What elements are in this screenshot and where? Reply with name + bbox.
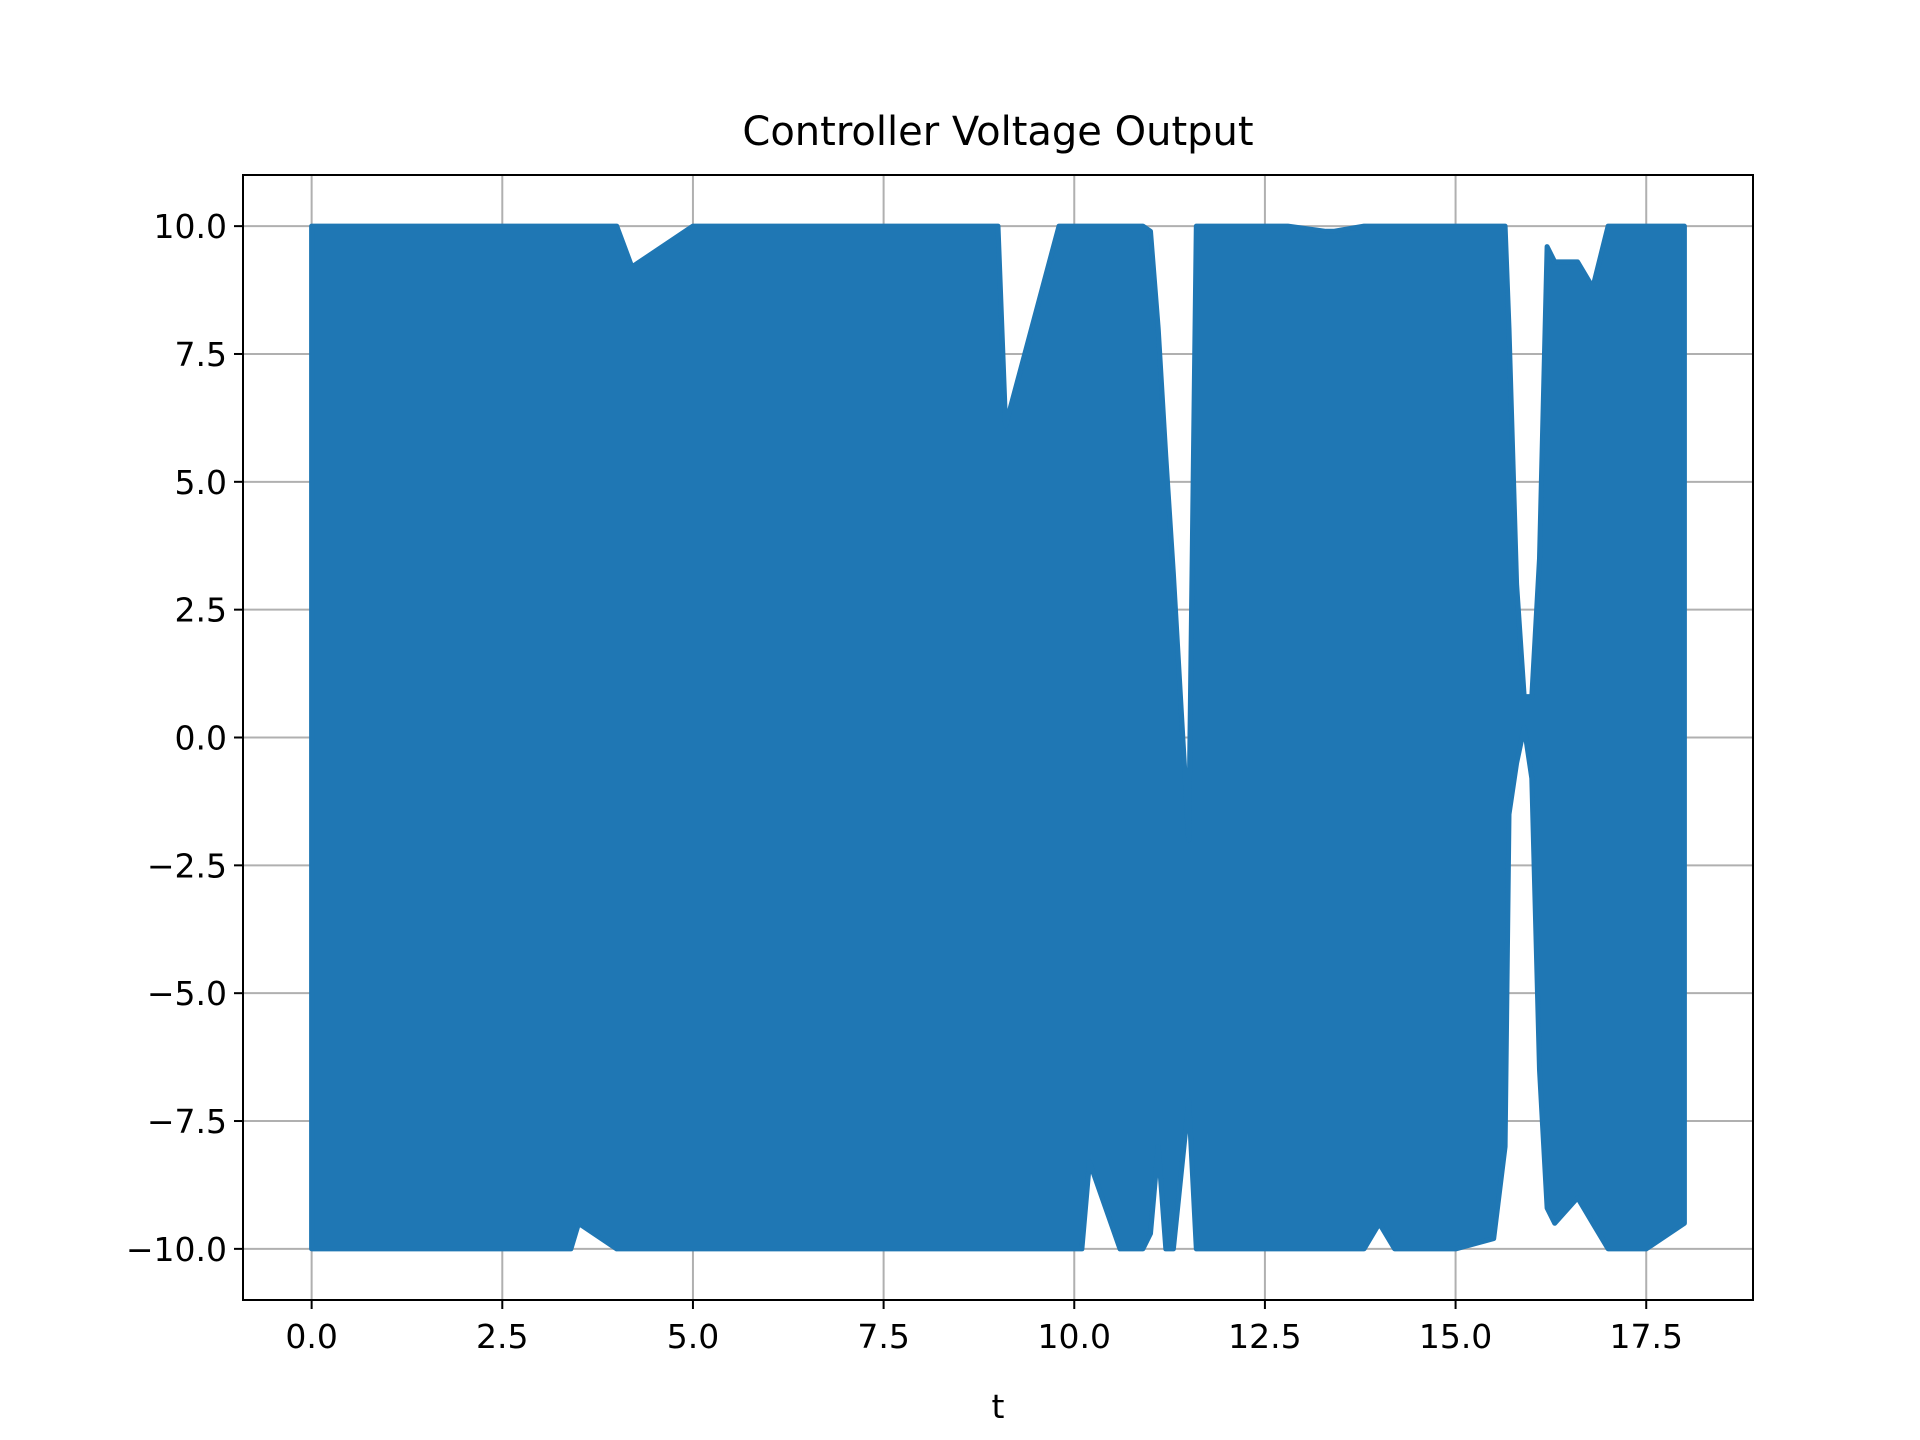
x-tick-label: 17.5 (1609, 1317, 1682, 1356)
series-envelope (309, 223, 1687, 1252)
y-tick-label: 10.0 (154, 207, 227, 246)
y-tick-label: 2.5 (175, 591, 227, 630)
y-tick-label: −2.5 (147, 846, 227, 885)
x-tick-label: 7.5 (857, 1317, 909, 1356)
y-tick-label: −7.5 (147, 1102, 227, 1141)
x-axis-ticks: 0.0 2.5 5.0 7.5 10.0 12.5 15.0 17.5 (285, 1300, 1683, 1356)
x-tick-label: 5.0 (667, 1317, 719, 1356)
y-tick-label: −5.0 (147, 974, 227, 1013)
y-tick-label: −10.0 (126, 1230, 227, 1269)
x-axis-label: t (992, 1387, 1005, 1426)
x-tick-label: 15.0 (1419, 1317, 1492, 1356)
x-tick-label: 10.0 (1038, 1317, 1111, 1356)
series-line (309, 223, 1687, 1252)
y-tick-label: 0.0 (175, 719, 227, 758)
x-tick-label: 2.5 (476, 1317, 528, 1356)
y-tick-label: 7.5 (175, 335, 227, 374)
x-tick-label: 0.0 (285, 1317, 337, 1356)
y-tick-label: 5.0 (175, 463, 227, 502)
y-axis-ticks: 10.0 7.5 5.0 2.5 0.0 −2.5 −5.0 −7.5 −10.0 (126, 207, 243, 1269)
chart-title: Controller Voltage Output (742, 109, 1253, 155)
x-tick-label: 12.5 (1228, 1317, 1301, 1356)
